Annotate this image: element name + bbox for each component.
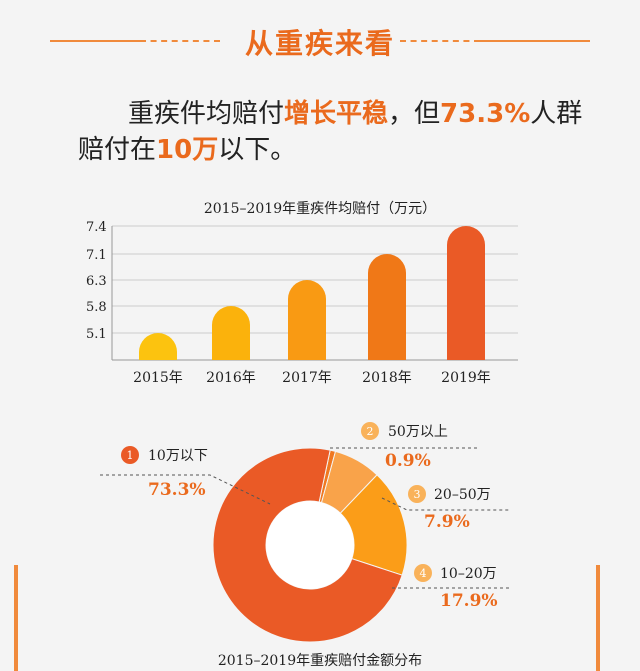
intro-text: 重疾件均赔付增长平稳，但73.3%人群: [128, 92, 618, 136]
side-bar-right: [596, 565, 600, 671]
bar-chart-title: 2015–2019年重疾件均赔付（万元）: [203, 201, 437, 217]
x-tick-label: 2017年: [282, 370, 332, 386]
number-badge-text: 3: [414, 488, 421, 501]
x-tick-label: 2019年: [441, 370, 491, 386]
y-tick-label: 7.1: [86, 248, 107, 263]
intro-part-5: 以下。: [218, 135, 297, 165]
intro-part-4: 赔付在: [78, 135, 157, 165]
intro-highlight-1: 增长平稳: [284, 99, 389, 129]
number-badge-text: 4: [420, 567, 427, 580]
intro-part-3: 人群: [530, 99, 583, 129]
number-badge: [121, 446, 139, 464]
heading-rule-left: [50, 40, 140, 42]
bar: [288, 280, 326, 360]
intro-part-2: ，但: [388, 99, 441, 129]
y-tick-label: 6.3: [86, 274, 107, 289]
x-tick-label: 2016年: [206, 370, 256, 386]
heading-dash-left: [140, 40, 220, 44]
leader-line: [100, 474, 271, 505]
heading-rule-right: [480, 40, 590, 42]
slice-label: 10万以下: [148, 448, 208, 464]
donut-chart-title: 2015–2019年重疾赔付金额分布: [217, 653, 423, 669]
intro-part-1: 重疾件均赔付: [128, 99, 285, 129]
y-tick-label: 5.1: [86, 327, 107, 342]
y-tick-label: 7.4: [86, 220, 107, 235]
bar: [447, 226, 485, 360]
bar-chart: 7.4 7.1 6.3 5.8 5.1 2015年 2016年 2017年 2018年 2019年: [86, 220, 518, 386]
number-badge: [414, 564, 432, 582]
bar: [212, 306, 250, 360]
side-bar-left: [14, 565, 18, 671]
intro-text-line2: 赔付在10万以下。: [78, 128, 578, 172]
slice-percent: 73.3%: [148, 480, 206, 500]
bar: [139, 333, 177, 360]
section-heading: 从重疾来看: [244, 27, 395, 60]
number-badge: [408, 485, 426, 503]
number-badge: [361, 422, 379, 440]
donut-hole: [266, 501, 354, 589]
x-tick-label: 2015年: [133, 370, 183, 386]
intro-highlight-2: 73.3%: [440, 99, 531, 129]
number-badge-text: 1: [127, 449, 134, 462]
slice-percent: 17.9%: [440, 591, 498, 611]
x-tick-label: 2018年: [362, 370, 412, 386]
intro-highlight-3: 10万: [156, 135, 219, 165]
y-tick-label: 5.8: [86, 300, 107, 315]
slice-label: 50万以上: [388, 424, 448, 440]
slice-label: 10–20万: [440, 566, 497, 582]
number-badge-text: 2: [367, 425, 374, 438]
leader-line: [381, 497, 510, 511]
bar: [368, 254, 406, 360]
heading-dash-right: [400, 40, 480, 44]
donut-chart: 1 10万以下 73.3% 2 50万以上 0.9% 3 20–50万 7.9% 4 10–20万 1…: [100, 422, 512, 643]
slice-percent: 0.9%: [385, 451, 431, 471]
slice-label: 20–50万: [434, 487, 491, 503]
slice-percent: 7.9%: [424, 512, 470, 532]
